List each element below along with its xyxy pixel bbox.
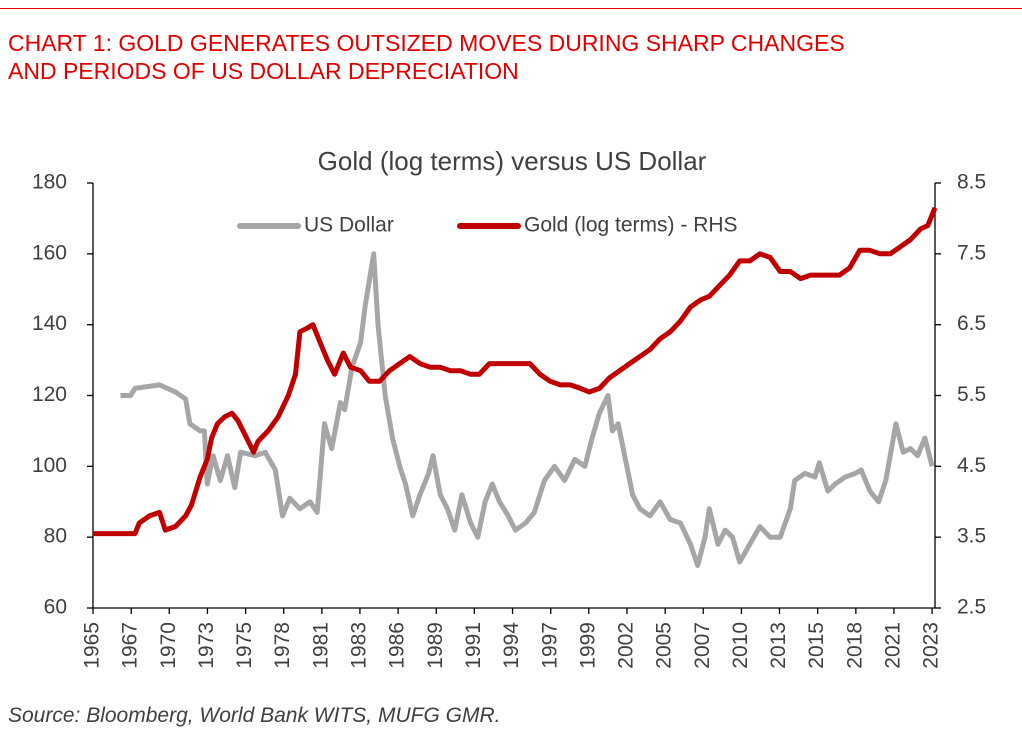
x-tick-label: 2005 [653,622,676,669]
y-tick-label: 140 [32,312,67,335]
x-tick-label: 1967 [119,622,142,669]
chart-title: Gold (log terms) versus US Dollar [318,146,707,176]
chart: Gold (log terms) versus US Dollar 60 80 10… [32,146,986,669]
x-tick-label: 2015 [805,622,828,669]
x-tick-label: 1978 [271,622,294,669]
x-tick-label: 1997 [538,622,561,669]
x-tick-label: 2023 [920,622,943,669]
source: Source: Bloomberg, World Bank WITS, MUFG… [8,704,501,727]
y2-tick-label: 8.5 [957,171,986,194]
y2-tick-label: 3.5 [957,525,986,548]
x-tick-label: 1989 [424,622,447,669]
series-line [120,251,935,568]
x-tick-label: 1973 [195,622,218,669]
x-tick-label: 1986 [386,622,409,669]
x-tick-label: 1991 [462,622,485,669]
x-tick-label: 1999 [576,622,599,669]
series-line [93,206,938,537]
x-tick-label: 2018 [843,622,866,669]
y2-tick-label: 7.5 [957,241,986,264]
x-tick-label: 1965 [81,622,104,669]
x-tick-label: 1975 [233,622,256,669]
y2-tick-label: 6.5 [957,312,986,335]
heading: CHART 1: GOLD GENERATES OUTSIZED MOVES D… [8,30,845,56]
y2-tick-label: 5.5 [957,383,986,406]
x-tick-label: 1981 [309,622,332,669]
heading: AND PERIODS OF US DOLLAR DEPRECIATION [8,58,519,84]
legend-label: US Dollar [304,214,394,237]
x-tick-label: 1994 [500,622,523,669]
y-tick-label: 100 [32,454,67,477]
y-tick-label: 80 [44,525,67,548]
x-tick-label: 2010 [729,622,752,669]
legend-label: Gold (log terms) - RHS [524,214,738,237]
x-tick-label: 1983 [347,622,370,669]
x-tick-label: 2002 [615,622,638,669]
y-tick-label: 180 [32,171,67,194]
x-tick-label: 2021 [881,622,904,669]
y-tick-label: 120 [32,383,67,406]
y2-tick-label: 2.5 [957,596,986,619]
x-tick-label: 1970 [157,622,180,669]
y-tick-label: 160 [32,241,67,264]
x-tick-label: 2013 [767,622,790,669]
y2-tick-label: 4.5 [957,454,986,477]
rule [0,8,1022,9]
y-tick-label: 60 [44,596,67,619]
x-tick-label: 2007 [691,622,714,669]
